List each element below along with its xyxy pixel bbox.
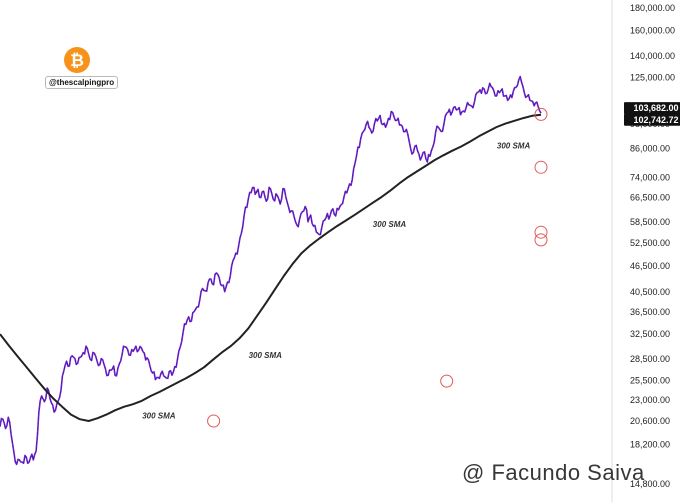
touch-circle: [534, 160, 548, 174]
y-tick-label: 32,500.00: [630, 329, 670, 339]
price-badge: [624, 102, 680, 115]
sma-annotation-label: 300 SMA: [142, 412, 176, 421]
price-badges: 103,682.00 102,742.72: [624, 102, 680, 126]
y-tick-label: 28,500.00: [630, 354, 670, 364]
touch-circle: [534, 107, 548, 121]
y-tick-label: 20,600.00: [630, 416, 670, 426]
sma-annotation-label: 300 SMA: [497, 141, 531, 150]
svg-text:₿: ₿: [70, 51, 84, 71]
y-tick-label: 18,200.00: [630, 440, 670, 450]
author-handle: @thescalpingpro: [45, 76, 119, 89]
touch-circle: [207, 414, 221, 428]
y-axis: 180,000.00 160,000.00 140,000.00 125,000.00…: [630, 3, 675, 489]
bitcoin-logo-icon: ₿: [64, 47, 90, 73]
touch-circle: [534, 225, 548, 239]
y-tick-label: 46,500.00: [630, 261, 670, 271]
price-series-shadow: [0, 75, 542, 466]
watermark-text: @ Facundo Saiva: [462, 460, 645, 485]
y-tick-label: 160,000.00: [630, 25, 675, 35]
sma-annotation-label: 300 SMA: [249, 351, 283, 360]
y-tick-label: 14,800.00: [630, 479, 670, 489]
sma-annotations: 300 SMA 300 SMA 300 SMA 300 SMA: [142, 141, 530, 420]
y-tick-label: 86,000.00: [630, 144, 670, 154]
touch-circles: [207, 107, 548, 428]
price-badge: [624, 113, 680, 126]
y-tick-label: 66,500.00: [630, 193, 670, 203]
y-tick-label: 125,000.00: [630, 73, 675, 83]
y-tick-label: 52,500.00: [630, 238, 670, 248]
y-tick-label: 25,500.00: [630, 375, 670, 385]
y-tick-label: 74,000.00: [630, 172, 670, 182]
plot-area: [0, 0, 613, 502]
y-tick-label: 40,500.00: [630, 287, 670, 297]
price-series-line: [0, 75, 542, 466]
y-tick-label: 140,000.00: [630, 51, 675, 61]
y-tick-label: 36,500.00: [630, 307, 670, 317]
y-tick-label: 180,000.00: [630, 3, 675, 13]
price-badge-label: 103,682.00: [633, 103, 678, 113]
price-badge-label: 102,742.72: [633, 115, 678, 125]
y-tick-label: 23,000.00: [630, 395, 670, 405]
sma-annotation-label: 300 SMA: [373, 220, 407, 229]
y-tick-label: 58,500.00: [630, 217, 670, 227]
touch-circle: [440, 374, 454, 388]
sma-series-line: [0, 113, 542, 422]
touch-circle: [534, 233, 548, 247]
